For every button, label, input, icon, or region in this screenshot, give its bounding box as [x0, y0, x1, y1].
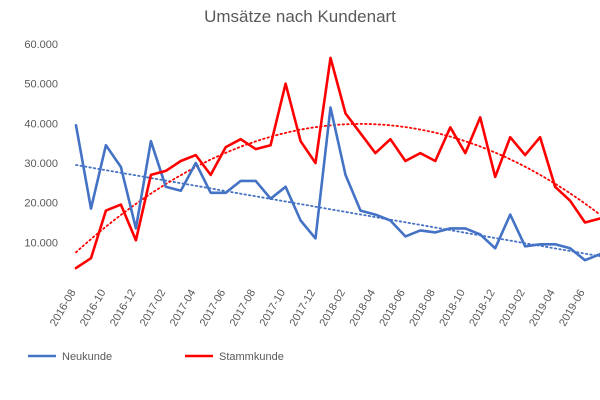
x-tick-label: 2017-04: [168, 288, 199, 329]
x-tick-label: 2019-04: [527, 288, 558, 329]
x-tick-label: 2018-02: [318, 288, 349, 329]
y-tick-label: 30.000: [24, 158, 58, 170]
chart-title: Umsätze nach Kundenart: [204, 7, 396, 26]
y-tick-label: 40.000: [24, 118, 58, 130]
series-line-stammkunde: [74, 56, 600, 270]
x-tick-label: 2017-06: [198, 288, 229, 329]
x-tick-label: 2016-08: [48, 288, 79, 329]
y-tick-label: 60.000: [24, 39, 58, 51]
x-tick-label: 2018-08: [407, 288, 438, 329]
trendline-neukunde: [75, 164, 600, 258]
legend: Neukunde Stammkunde: [28, 351, 284, 363]
x-tick-label: 2018-12: [467, 288, 498, 329]
x-tick-label: 2019-06: [557, 288, 588, 329]
x-tick-label: 2016-12: [108, 288, 139, 329]
trendlines: [75, 123, 600, 258]
y-axis: 10.000 20.000 30.000 40.000 50.000 60.000: [24, 39, 58, 249]
x-tick-label: 2018-04: [347, 288, 378, 329]
y-tick-label: 20.000: [24, 198, 58, 210]
series-lines: [74, 56, 600, 270]
x-tick-label: 2016-10: [78, 288, 109, 329]
x-tick-label: 2018-10: [437, 288, 468, 329]
x-tick-label: 2018-06: [377, 288, 408, 329]
x-axis: 2016-08 2016-10 2016-12 2017-02 2017-04 2017-…: [48, 288, 588, 329]
y-tick-label: 50.000: [24, 79, 58, 91]
y-tick-label: 10.000: [24, 237, 58, 249]
x-tick-label: 2017-08: [228, 288, 259, 329]
legend-label-stammkunde: Stammkunde: [219, 351, 284, 363]
x-tick-label: 2019-02: [497, 288, 528, 329]
x-tick-label: 2017-12: [288, 288, 319, 329]
legend-label-neukunde: Neukunde: [62, 351, 112, 363]
series-line-neukunde: [74, 106, 600, 262]
trendline-stammkunde: [75, 123, 600, 254]
x-tick-label: 2017-02: [138, 288, 169, 329]
x-tick-label: 2017-10: [258, 288, 289, 329]
